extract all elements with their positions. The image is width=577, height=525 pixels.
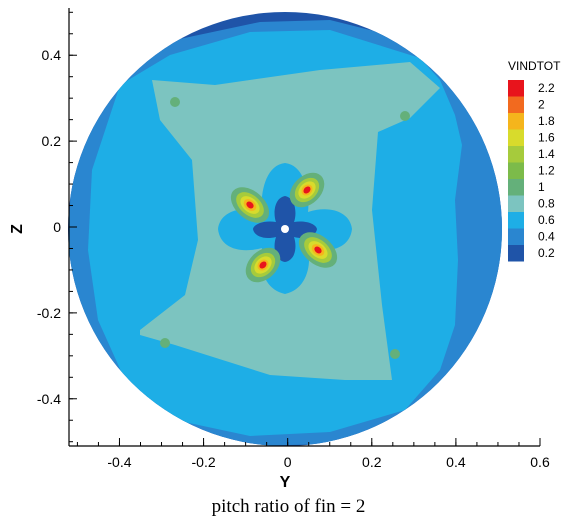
figure-caption: pitch ratio of fin = 2	[0, 496, 577, 518]
x-tick-label: 0.2	[362, 454, 382, 470]
legend-level-label: 1.2	[538, 164, 555, 178]
legend-swatch	[508, 212, 524, 229]
x-tick-label: -0.4	[107, 454, 131, 470]
legend-level-label: 0.4	[538, 230, 555, 244]
patch-top-left	[170, 97, 180, 107]
x-tick-label: 0.4	[446, 454, 466, 470]
legend-level-label: 1.6	[538, 131, 555, 145]
legend-items: 2.2 2 1.8 1.6 1.4 1.2 1 0.8 0.6 0.4 0.2	[508, 80, 555, 262]
legend-swatch	[508, 196, 524, 213]
legend-swatch	[508, 229, 524, 246]
legend-swatch	[508, 80, 524, 97]
legend-title: VINDTOT	[508, 59, 561, 73]
y-tick-label: -0.4	[37, 391, 61, 407]
x-tick-label: 0.6	[530, 454, 550, 470]
patch-bottom-left	[160, 338, 170, 348]
legend-swatch	[508, 130, 524, 147]
legend-level-label: 1.8	[538, 114, 555, 128]
legend-level-label: 1	[538, 180, 545, 194]
legend-swatch	[508, 179, 524, 196]
legend-level-label: 1.4	[538, 147, 555, 161]
y-tick-label: 0	[53, 219, 61, 235]
legend-swatch	[508, 113, 524, 130]
color-legend: VINDTOT 2.2 2 1.8 1.6 1.4 1.2 1 0.8 0.6 0.4 0.2	[508, 59, 561, 262]
legend-swatch	[508, 245, 524, 262]
y-axis-title: Z	[9, 224, 26, 234]
y-tick-label: 0.4	[42, 47, 62, 63]
contour-field	[60, 0, 520, 460]
legend-level-label: 0.6	[538, 213, 555, 227]
patch-top-right	[400, 111, 410, 121]
legend-swatch	[508, 146, 524, 163]
legend-swatch	[508, 97, 524, 114]
legend-swatch	[508, 163, 524, 180]
x-tick-label: 0	[284, 454, 292, 470]
legend-level-label: 0.2	[538, 246, 555, 260]
legend-level-label: 2.2	[538, 81, 555, 95]
patch-bottom-right	[390, 349, 400, 359]
x-tick-label: -0.2	[192, 454, 216, 470]
y-tick-label: -0.2	[37, 305, 61, 321]
x-axis-title: Y	[280, 474, 291, 491]
legend-level-label: 2	[538, 98, 545, 112]
hub-marker	[281, 225, 289, 233]
y-ticks: 0.4 0.2 0 -0.2 -0.4	[37, 12, 77, 441]
y-tick-label: 0.2	[42, 133, 62, 149]
legend-level-label: 0.8	[538, 197, 555, 211]
